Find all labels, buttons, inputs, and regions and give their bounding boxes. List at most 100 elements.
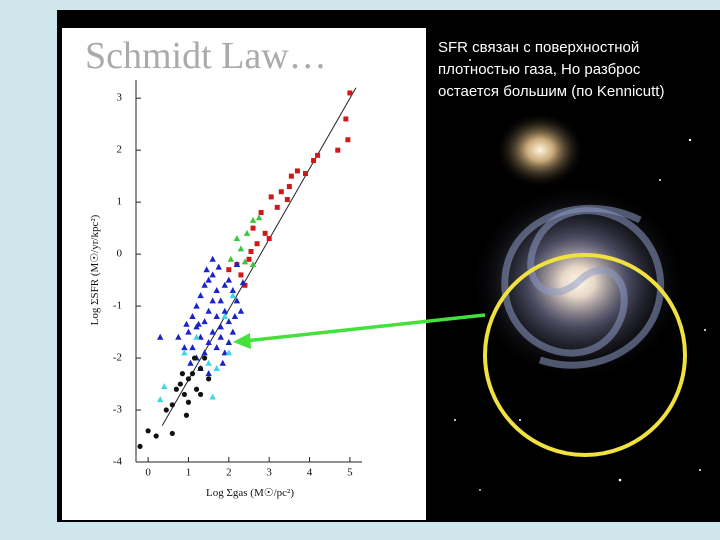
point bbox=[278, 189, 284, 195]
point bbox=[213, 364, 220, 371]
point bbox=[197, 365, 204, 372]
point bbox=[254, 241, 260, 247]
point bbox=[183, 320, 190, 327]
x-tick-label: 1 bbox=[186, 467, 192, 479]
point bbox=[205, 307, 212, 314]
point bbox=[248, 249, 254, 255]
point bbox=[145, 428, 151, 434]
point bbox=[163, 407, 169, 413]
point bbox=[213, 344, 220, 351]
point bbox=[189, 371, 196, 377]
point bbox=[237, 245, 245, 252]
point bbox=[201, 281, 208, 288]
point bbox=[191, 355, 198, 361]
point bbox=[255, 214, 263, 221]
point bbox=[175, 333, 182, 340]
galaxy-photo bbox=[454, 59, 706, 491]
point bbox=[205, 276, 212, 283]
y-tick-label: -3 bbox=[113, 404, 123, 416]
point bbox=[233, 235, 241, 242]
point bbox=[185, 399, 192, 405]
plot-image bbox=[62, 28, 426, 520]
point bbox=[288, 173, 294, 179]
y-tick-label: 0 bbox=[117, 248, 123, 260]
point bbox=[219, 359, 226, 366]
point bbox=[217, 333, 224, 340]
point bbox=[181, 344, 188, 351]
annotation-line: SFR связан с поверхностной bbox=[438, 39, 639, 56]
x-tick-label: 0 bbox=[145, 467, 151, 479]
point bbox=[225, 338, 233, 345]
fit-line bbox=[161, 87, 357, 426]
y-tick-label: -4 bbox=[113, 456, 123, 468]
point bbox=[197, 391, 204, 398]
point bbox=[250, 225, 256, 231]
point bbox=[239, 279, 247, 286]
point bbox=[205, 370, 212, 377]
y-tick-label: -2 bbox=[113, 352, 122, 364]
point bbox=[311, 158, 317, 164]
x-tick-label: 2 bbox=[226, 467, 232, 479]
point bbox=[173, 386, 179, 392]
point bbox=[209, 328, 216, 335]
point bbox=[189, 344, 196, 351]
point bbox=[195, 320, 202, 327]
point bbox=[231, 312, 239, 319]
point bbox=[179, 371, 186, 377]
point bbox=[229, 286, 237, 293]
point bbox=[185, 376, 192, 382]
point bbox=[185, 328, 192, 335]
point bbox=[217, 297, 224, 304]
point bbox=[243, 229, 251, 236]
point bbox=[201, 349, 208, 356]
point bbox=[347, 90, 353, 96]
y-axis-label: Log ΣSFR (M☉/yr/kpc²) bbox=[89, 214, 101, 325]
point bbox=[303, 171, 308, 177]
point bbox=[193, 333, 200, 340]
point bbox=[209, 271, 216, 278]
green-arrow bbox=[233, 313, 486, 349]
point bbox=[169, 430, 175, 437]
point bbox=[315, 152, 321, 158]
point bbox=[153, 433, 159, 439]
point bbox=[221, 307, 228, 314]
point bbox=[274, 204, 280, 210]
point bbox=[183, 412, 190, 418]
point bbox=[209, 297, 216, 304]
point bbox=[233, 261, 241, 268]
y-tick-label: 3 bbox=[117, 92, 123, 104]
point bbox=[294, 168, 300, 174]
point bbox=[343, 116, 349, 122]
point bbox=[189, 312, 196, 319]
point bbox=[262, 230, 268, 236]
point bbox=[226, 267, 232, 273]
point bbox=[206, 376, 212, 382]
point bbox=[229, 292, 237, 299]
x-tick-label: 5 bbox=[347, 467, 353, 479]
point bbox=[169, 402, 175, 408]
point bbox=[215, 263, 222, 270]
y-tick-label: 2 bbox=[117, 144, 123, 156]
point bbox=[181, 349, 188, 356]
point bbox=[209, 393, 216, 400]
point bbox=[249, 261, 257, 268]
point bbox=[201, 318, 208, 325]
point bbox=[335, 147, 341, 153]
x-tick-label: 4 bbox=[307, 467, 313, 479]
point bbox=[221, 281, 228, 288]
point bbox=[227, 255, 235, 262]
x-tick-label: 3 bbox=[266, 467, 272, 479]
point bbox=[193, 386, 200, 392]
y-tick-label: -1 bbox=[113, 300, 122, 312]
annotation-line: плотностью газа, Но разброс bbox=[438, 61, 641, 78]
point bbox=[258, 210, 264, 216]
point bbox=[202, 355, 208, 361]
point bbox=[225, 318, 233, 325]
point bbox=[221, 349, 228, 356]
point bbox=[242, 282, 248, 288]
point bbox=[225, 349, 233, 356]
point bbox=[187, 359, 194, 366]
point bbox=[345, 137, 351, 143]
point bbox=[157, 333, 164, 340]
